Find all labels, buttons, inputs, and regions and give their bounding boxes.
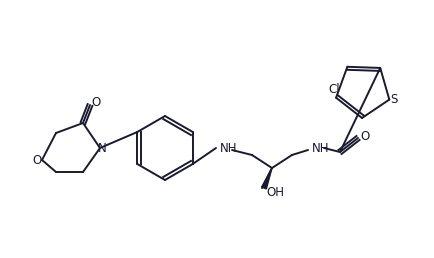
Text: O: O [359, 130, 369, 142]
Text: NH: NH [311, 141, 329, 155]
Text: S: S [390, 93, 397, 106]
Text: O: O [32, 154, 42, 166]
Text: O: O [91, 96, 100, 109]
Polygon shape [261, 168, 271, 189]
Text: Cl: Cl [328, 83, 339, 96]
Text: N: N [97, 142, 106, 156]
Text: NH: NH [220, 141, 237, 155]
Text: OH: OH [265, 187, 283, 199]
